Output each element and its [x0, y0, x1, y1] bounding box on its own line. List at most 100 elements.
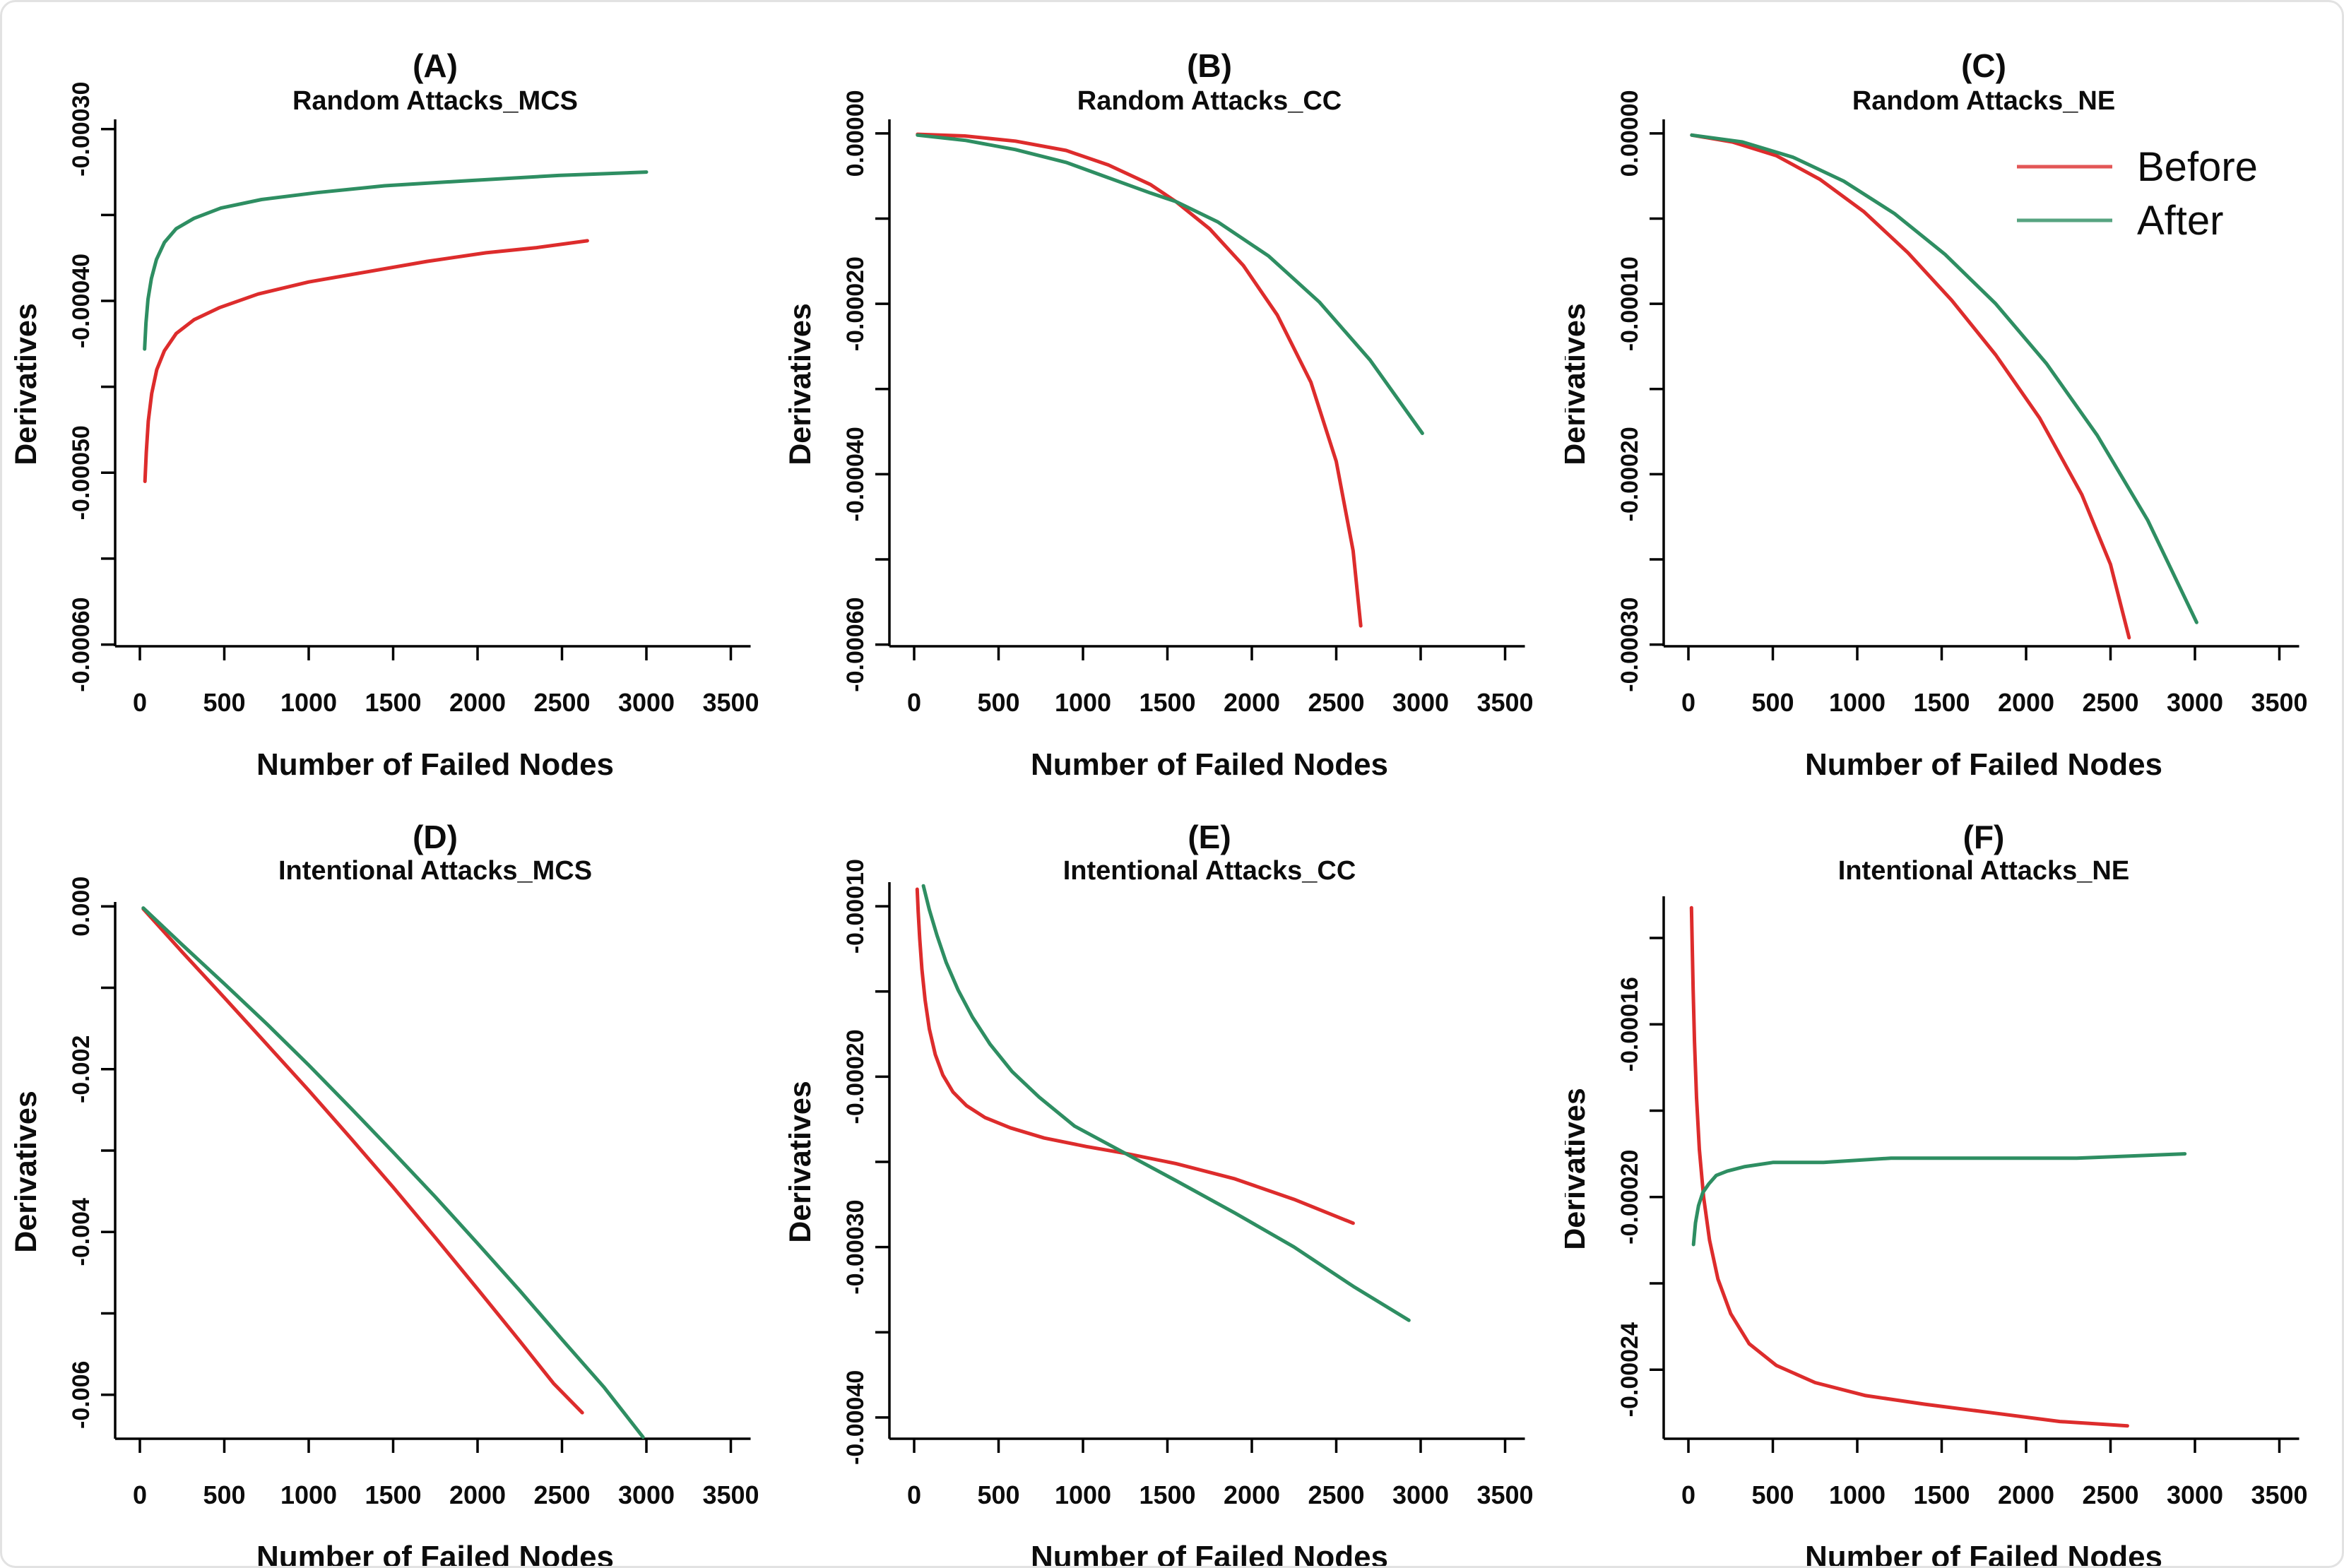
y-tick-label: -0.002 [68, 1035, 95, 1103]
x-tick-label: 1000 [1055, 688, 1111, 717]
curve-after [1691, 1152, 2187, 1247]
x-tick-label: 2000 [1224, 688, 1280, 717]
panel-title: Random Attacks_MCS [292, 86, 578, 116]
x-tick-label: 3500 [2251, 688, 2307, 717]
panel-letter: (C) [1961, 47, 2006, 84]
x-tick-label: 1500 [1913, 688, 1970, 717]
x-axis-title: Number of Failed Nodes [256, 1540, 614, 1568]
legend-label-after: After [2137, 198, 2224, 244]
x-tick-label: 3500 [1476, 688, 1533, 717]
x-tick-label: 500 [1751, 688, 1794, 717]
x-tick-label: 2000 [449, 688, 506, 717]
curve-after [916, 133, 1424, 435]
x-tick-label: 3500 [702, 688, 759, 717]
x-axis-title: Number of Failed Nodes [1031, 1540, 1388, 1568]
y-tick-label: -0.00020 [842, 256, 869, 351]
panel-f-intentional-attacks-ne: (F)Intentional Attacks_NE -0.00016 -0.0002… [1565, 819, 2308, 1566]
y-tick-label: 0.00000 [842, 90, 869, 177]
x-tick-label: 1000 [1829, 688, 1886, 717]
x-axis-title: Number of Failed Nodes [1031, 747, 1388, 782]
x-tick-label: 500 [203, 688, 245, 717]
x-tick-label: 3500 [702, 1480, 759, 1509]
x-tick-label: 2500 [2082, 1480, 2138, 1509]
x-tick-label: 500 [977, 688, 1019, 717]
x-tick-label: 2500 [533, 1480, 590, 1509]
x-tick-label: 2000 [1998, 1480, 2054, 1509]
x-tick-label: 2000 [1224, 1480, 1280, 1509]
x-axis-title: Number of Failed Nodes [256, 747, 614, 782]
curve-before [141, 907, 584, 1415]
x-tick-label: 2500 [1308, 688, 1364, 717]
x-tick-label: 2000 [449, 1480, 506, 1509]
x-tick-label: 1500 [1913, 1480, 1970, 1509]
y-tick-label: -0.00030 [68, 82, 95, 177]
y-tick-label: -0.004 [68, 1198, 95, 1266]
panel-a-random-attacks-mcs: (A)Random Attacks_MCS -0.00030 -0.00040 -0.… [9, 47, 759, 782]
x-tick-label: 3000 [1392, 688, 1449, 717]
curve-before [916, 132, 1363, 628]
curve-after [921, 884, 1411, 1322]
x-tick-label: 2500 [533, 688, 590, 717]
y-axis-title: Derivatives [1565, 1088, 1592, 1250]
y-tick-label: -0.00020 [842, 1029, 869, 1124]
panel-title: Random Attacks_NE [1852, 86, 2115, 116]
panel-letter: (E) [1188, 819, 1231, 855]
panel-title: Random Attacks_CC [1077, 86, 1342, 116]
x-tick-label: 1500 [1139, 1480, 1195, 1509]
x-tick-label: 1000 [1055, 1480, 1111, 1509]
y-tick-label: -0.00040 [842, 1370, 869, 1465]
x-tick-label: 0 [133, 1480, 147, 1509]
x-tick-label: 500 [203, 1480, 245, 1509]
panel-title: Intentional Attacks_NE [1838, 856, 2129, 886]
x-tick-label: 2000 [1998, 688, 2054, 717]
y-tick-label: -0.00030 [1616, 597, 1643, 691]
x-tick-label: 500 [977, 1480, 1019, 1509]
y-tick-label: -0.00030 [842, 1199, 869, 1294]
x-tick-label: 2500 [1308, 1480, 1364, 1509]
x-tick-label: 3000 [618, 688, 675, 717]
y-tick-label: 0.000 [68, 877, 95, 937]
y-axis-title: Derivatives [1565, 303, 1592, 465]
y-tick-label: -0.00010 [1616, 256, 1643, 351]
y-tick-label: -0.00010 [842, 859, 869, 954]
curve-after [1690, 133, 2198, 624]
y-axis-title: Derivatives [783, 1081, 817, 1243]
y-tick-label: -0.00020 [1616, 427, 1643, 521]
panel-c-random-attacks-ne: (C)Random Attacks_NE 0.00000 -0.00010 -0.00… [1565, 47, 2308, 782]
panel-letter: (D) [413, 819, 458, 855]
y-tick-label: 0.00000 [1616, 90, 1643, 177]
x-tick-label: 3000 [1392, 1480, 1449, 1509]
x-tick-label: 1500 [365, 1480, 421, 1509]
y-tick-label: -0.00060 [842, 597, 869, 691]
x-tick-label: 3000 [2167, 1480, 2223, 1509]
y-tick-label: -0.00016 [1616, 977, 1643, 1071]
panel-d-intentional-attacks-mcs: (D)Intentional Attacks_MCS 0.000 -0.002 -0.… [9, 819, 759, 1568]
y-tick-label: -0.006 [68, 1361, 95, 1429]
panel-letter: (B) [1187, 47, 1232, 84]
panel-b-random-attacks-cc: (B)Random Attacks_CC 0.00000 -0.00020 -0.00… [783, 47, 1534, 782]
y-tick-label: -0.00050 [68, 425, 95, 520]
panel-title: Intentional Attacks_MCS [278, 856, 592, 886]
x-tick-label: 3500 [1476, 1480, 1533, 1509]
curve-after [141, 906, 645, 1439]
x-axis-title: Number of Failed Nodes [1805, 747, 2162, 782]
x-tick-label: 0 [1681, 688, 1695, 717]
x-tick-label: 500 [1751, 1480, 1794, 1509]
x-tick-label: 1000 [280, 1480, 337, 1509]
y-tick-label: -0.00024 [1616, 1322, 1643, 1417]
x-tick-label: 2500 [2082, 688, 2138, 717]
y-axis-title: Derivatives [783, 303, 817, 465]
x-tick-label: 3000 [2167, 688, 2223, 717]
x-tick-label: 0 [133, 688, 147, 717]
x-tick-label: 1000 [1829, 1480, 1886, 1509]
panel-e-intentional-attacks-cc: (E)Intentional Attacks_CC -0.00010 -0.0002… [783, 819, 1534, 1568]
x-tick-label: 1500 [365, 688, 421, 717]
x-tick-label: 3500 [2251, 1480, 2307, 1509]
panel-letter: (A) [413, 47, 458, 84]
y-axis-title: Derivatives [9, 303, 43, 465]
y-tick-label: -0.00020 [1616, 1150, 1643, 1245]
x-tick-label: 1500 [1139, 688, 1195, 717]
curve-before [1690, 133, 2131, 640]
x-tick-label: 0 [907, 1480, 921, 1509]
